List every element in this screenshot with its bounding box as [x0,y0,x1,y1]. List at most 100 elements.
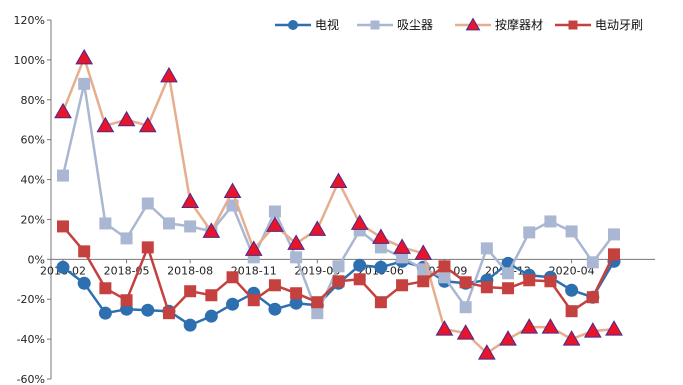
data-point [56,260,70,274]
data-point [456,324,475,340]
data-point [96,116,115,133]
data-point [332,275,345,288]
series-3 [57,220,620,320]
data-point [290,287,303,300]
series-1 [57,77,620,320]
data-point [396,251,409,264]
series-2 [54,48,623,360]
data-point [438,271,451,284]
y-tick-label: 40% [21,174,45,187]
data-point [223,182,242,199]
data-point [57,220,69,233]
data-point [268,205,281,218]
data-point [311,307,324,320]
data-point [141,197,154,210]
data-point [374,241,387,254]
y-tick-label: 0% [28,253,45,266]
data-point [414,244,433,260]
y-tick-label: 20% [21,213,45,226]
x-tick-label: 2018-11 [231,264,277,277]
data-point [247,294,260,307]
data-point [502,267,515,280]
data-point [435,320,454,336]
data-point [162,217,175,230]
data-point [184,220,197,233]
data-point [477,344,496,360]
data-point [268,302,282,316]
data-point [160,66,178,83]
x-tick-label: 2018-05 [104,264,150,277]
legend-item-1: 吸尘器 [357,18,433,32]
data-point [77,276,91,290]
y-tick-label: 60% [21,134,45,147]
data-point [54,102,72,119]
data-point [289,296,303,310]
data-point [162,307,175,320]
data-point [459,301,472,314]
y-axis-tick-labels: -60% -40% -20% 0% 20% 40% 60% 80% 100% 120% [14,14,45,385]
y-tick-label: 80% [21,94,45,107]
data-point [608,248,620,261]
data-point [520,318,539,334]
data-point [138,116,157,133]
x-tick-label: 2018-08 [167,264,213,277]
legend: 电视 吸尘器 按摩器材 电动牙刷 [275,17,643,32]
data-point [374,260,388,274]
data-point [308,220,327,236]
data-point [184,285,197,298]
series-layer [54,48,623,360]
legend-swatch-marker [288,20,298,30]
data-point [99,217,112,230]
data-point [287,234,305,250]
legend-swatch-marker [568,20,578,30]
data-point [329,172,348,189]
data-point [353,273,366,286]
y-tick-label: 120% [14,14,45,27]
data-point [141,241,154,254]
data-point [541,318,560,334]
data-point [183,318,197,332]
data-point [266,216,284,232]
data-point [204,309,218,323]
data-point [78,245,91,258]
legend-label: 电视 [315,17,339,32]
data-point [438,260,451,273]
data-point [608,228,620,241]
data-point [98,306,112,320]
data-point [480,242,493,255]
data-point [181,192,200,208]
data-point [350,214,369,230]
data-point [311,296,324,309]
data-point [290,251,303,264]
legend-label: 吸尘器 [397,18,433,32]
y-tick-label: -20% [17,293,45,306]
data-point [247,251,260,264]
chart-axes [47,19,655,380]
legend-item-3: 电动牙刷 [555,18,643,32]
legend-item-0: 电视 [275,17,339,32]
y-tick-label: 100% [14,54,45,67]
data-point [244,240,263,256]
data-point [99,282,112,295]
data-point [523,226,536,239]
data-point [372,228,390,244]
data-point [117,110,136,127]
data-point [57,169,69,182]
legend-swatch-marker [465,17,481,31]
data-point [417,275,430,288]
data-point [523,274,536,287]
data-point [332,260,345,273]
legend-swatch-marker [370,20,380,30]
data-point [480,281,493,294]
x-tick-label: 2019-03 [294,264,340,277]
data-point [544,275,557,288]
data-point [120,232,133,245]
data-point [586,256,599,269]
legend-item-2: 按摩器材 [455,17,543,32]
data-point [353,258,367,272]
data-point [565,225,578,238]
data-point [78,77,91,90]
y-tick-label: -60% [17,373,45,385]
data-point [544,215,557,228]
